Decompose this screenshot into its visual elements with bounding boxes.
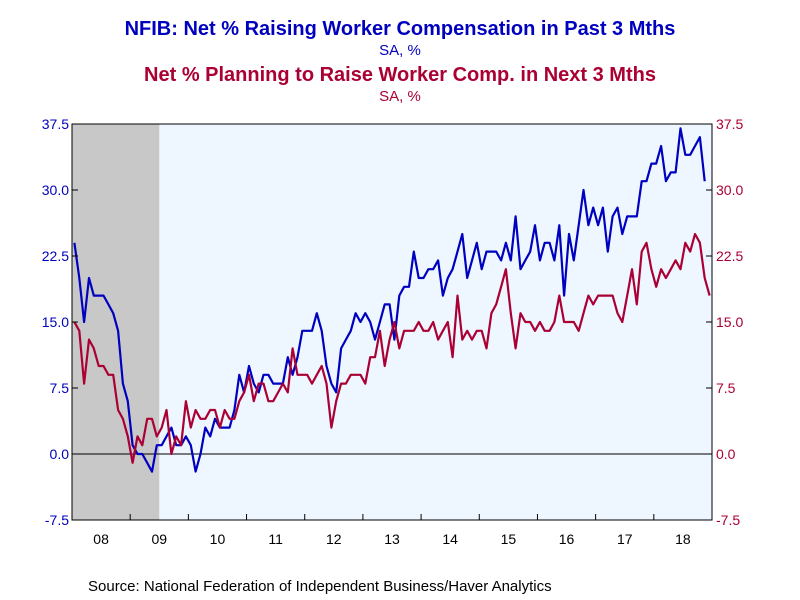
x-tick-label: 15: [501, 531, 517, 547]
x-tick-label: 10: [210, 531, 226, 547]
x-tick-label: 13: [384, 531, 400, 547]
y-tick-label-left: 22.5: [42, 248, 69, 264]
chart-title-units: SA, %: [379, 42, 421, 59]
y-tick-label-left: -7.5: [45, 512, 69, 528]
chart-title: NFIB: Net % Raising Worker Compensation …: [124, 18, 676, 40]
chart-title-2-units: SA, %: [379, 88, 421, 105]
series-line-2: [73, 232, 711, 464]
x-tick-label: 08: [93, 531, 109, 547]
y-tick-label-right: -7.5: [716, 512, 740, 528]
y-tick-label-right: 30.0: [716, 182, 743, 198]
x-tick-label: 18: [675, 531, 691, 547]
y-tick-label-right: 7.5: [716, 380, 736, 396]
y-tick-label-left: 0.0: [50, 446, 70, 462]
x-tick-label: 17: [617, 531, 633, 547]
y-tick-label-left: 7.5: [50, 380, 70, 396]
series-line-1: [73, 127, 706, 473]
x-tick-label: 11: [268, 531, 283, 547]
x-tick-label: 14: [442, 531, 458, 547]
y-tick-label-right: 37.5: [716, 116, 743, 132]
y-tick-label-right: 15.0: [716, 314, 743, 330]
x-tick-label: 12: [326, 531, 342, 547]
x-tick-label: 09: [151, 531, 167, 547]
y-tick-label-left: 37.5: [42, 116, 69, 132]
x-tick-label: 16: [559, 531, 575, 547]
source-note: Source: National Federation of Independe…: [88, 578, 552, 595]
y-tick-label-right: 22.5: [716, 248, 743, 264]
chart-title-2: Net % Planning to Raise Worker Comp. in …: [144, 64, 656, 86]
y-tick-label-left: 30.0: [42, 182, 69, 198]
y-tick-label-left: 15.0: [42, 314, 69, 330]
y-tick-label-right: 0.0: [716, 446, 736, 462]
